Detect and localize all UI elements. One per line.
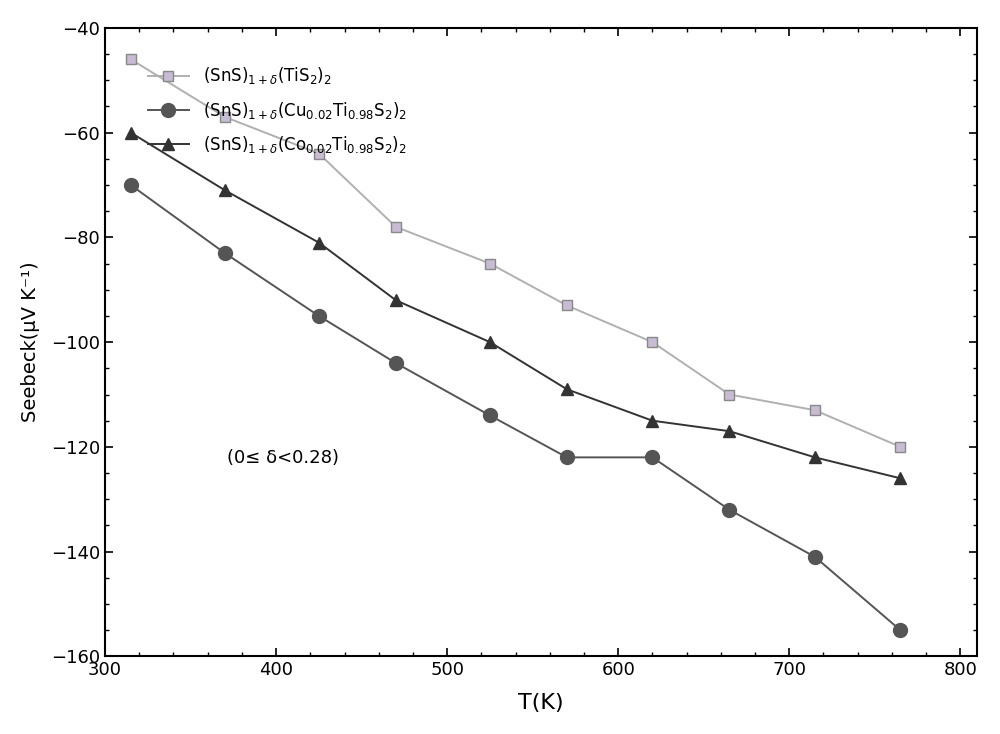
Line: (SnS)$_{1+\delta}$(Cu$_{0.02}$Ti$_{0.98}$S$_2$)$_2$: (SnS)$_{1+\delta}$(Cu$_{0.02}$Ti$_{0.98}… (124, 178, 907, 637)
(SnS)$_{1+\delta}$(TiS$_2$)$_2$ (894, 443, 906, 451)
Legend: (SnS)$_{1+\delta}$(TiS$_2$)$_2$, (SnS)$_{1+\delta}$(Cu$_{0.02}$Ti$_{0.98}$S$_2$): (SnS)$_{1+\delta}$(TiS$_2$)$_2$, (SnS)$_… (131, 48, 423, 172)
(SnS)$_{1+\delta}$(Cu$_{0.02}$Ti$_{0.98}$S$_2$)$_2$ (894, 626, 906, 635)
(SnS)$_{1+\delta}$(Co$_{0.02}$Ti$_{0.98}$S$_2$)$_2$ (390, 296, 402, 305)
(SnS)$_{1+\delta}$(Cu$_{0.02}$Ti$_{0.98}$S$_2$)$_2$ (809, 553, 821, 562)
Y-axis label: Seebeck(μV K⁻¹): Seebeck(μV K⁻¹) (21, 262, 40, 423)
(SnS)$_{1+\delta}$(Cu$_{0.02}$Ti$_{0.98}$S$_2$)$_2$ (646, 453, 658, 462)
(SnS)$_{1+\delta}$(TiS$_2$)$_2$ (646, 338, 658, 346)
Line: (SnS)$_{1+\delta}$(TiS$_2$)$_2$: (SnS)$_{1+\delta}$(TiS$_2$)$_2$ (126, 54, 905, 451)
(SnS)$_{1+\delta}$(Co$_{0.02}$Ti$_{0.98}$S$_2$)$_2$ (125, 128, 137, 137)
(SnS)$_{1+\delta}$(Cu$_{0.02}$Ti$_{0.98}$S$_2$)$_2$ (561, 453, 573, 462)
(SnS)$_{1+\delta}$(Co$_{0.02}$Ti$_{0.98}$S$_2$)$_2$ (561, 385, 573, 393)
Text: (0≤ δ<0.28): (0≤ δ<0.28) (227, 449, 339, 467)
(SnS)$_{1+\delta}$(Cu$_{0.02}$Ti$_{0.98}$S$_2$)$_2$ (484, 411, 496, 420)
X-axis label: T(K): T(K) (518, 693, 564, 713)
(SnS)$_{1+\delta}$(Co$_{0.02}$Ti$_{0.98}$S$_2$)$_2$ (646, 416, 658, 425)
(SnS)$_{1+\delta}$(Co$_{0.02}$Ti$_{0.98}$S$_2$)$_2$ (484, 338, 496, 346)
(SnS)$_{1+\delta}$(Cu$_{0.02}$Ti$_{0.98}$S$_2$)$_2$ (125, 181, 137, 189)
(SnS)$_{1+\delta}$(TiS$_2$)$_2$ (484, 259, 496, 268)
(SnS)$_{1+\delta}$(Co$_{0.02}$Ti$_{0.98}$S$_2$)$_2$ (313, 239, 325, 247)
(SnS)$_{1+\delta}$(TiS$_2$)$_2$ (313, 149, 325, 158)
(SnS)$_{1+\delta}$(TiS$_2$)$_2$ (809, 406, 821, 415)
(SnS)$_{1+\delta}$(Cu$_{0.02}$Ti$_{0.98}$S$_2$)$_2$ (723, 505, 735, 514)
(SnS)$_{1+\delta}$(TiS$_2$)$_2$ (219, 112, 231, 121)
(SnS)$_{1+\delta}$(Co$_{0.02}$Ti$_{0.98}$S$_2$)$_2$ (219, 186, 231, 195)
(SnS)$_{1+\delta}$(Cu$_{0.02}$Ti$_{0.98}$S$_2$)$_2$ (390, 359, 402, 368)
(SnS)$_{1+\delta}$(Co$_{0.02}$Ti$_{0.98}$S$_2$)$_2$ (809, 453, 821, 462)
(SnS)$_{1+\delta}$(TiS$_2$)$_2$ (561, 301, 573, 310)
(SnS)$_{1+\delta}$(TiS$_2$)$_2$ (125, 55, 137, 64)
Line: (SnS)$_{1+\delta}$(Co$_{0.02}$Ti$_{0.98}$S$_2$)$_2$: (SnS)$_{1+\delta}$(Co$_{0.02}$Ti$_{0.98}… (124, 126, 907, 484)
(SnS)$_{1+\delta}$(Co$_{0.02}$Ti$_{0.98}$S$_2$)$_2$ (723, 426, 735, 435)
(SnS)$_{1+\delta}$(TiS$_2$)$_2$ (723, 390, 735, 399)
(SnS)$_{1+\delta}$(Cu$_{0.02}$Ti$_{0.98}$S$_2$)$_2$ (313, 311, 325, 320)
(SnS)$_{1+\delta}$(TiS$_2$)$_2$ (390, 222, 402, 231)
(SnS)$_{1+\delta}$(Co$_{0.02}$Ti$_{0.98}$S$_2$)$_2$ (894, 474, 906, 483)
(SnS)$_{1+\delta}$(Cu$_{0.02}$Ti$_{0.98}$S$_2$)$_2$ (219, 249, 231, 258)
